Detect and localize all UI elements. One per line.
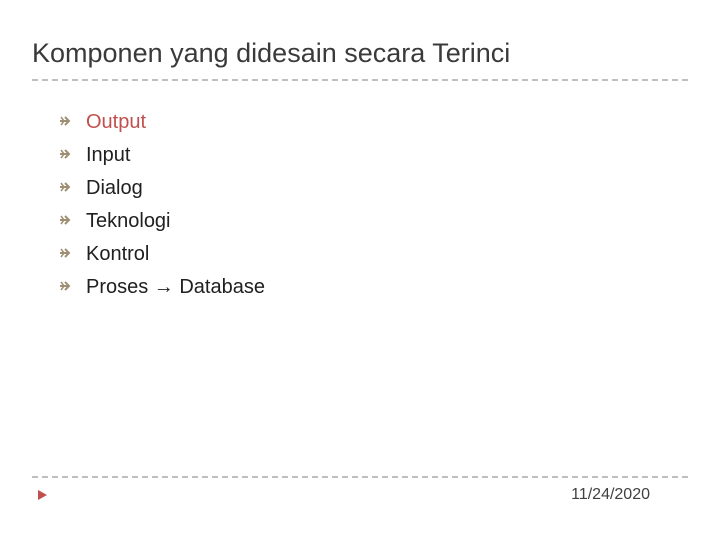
footer-divider	[32, 476, 688, 478]
list-item-text: Output	[86, 111, 146, 134]
content-list: Output Input Dialog Teknologi Kontrol Proses …	[32, 111, 688, 299]
arrow-bullet-icon	[56, 114, 74, 128]
list-item-text: Dialog	[86, 177, 143, 200]
list-item: Dialog	[56, 177, 688, 200]
arrow-bullet-icon	[56, 213, 74, 227]
footer-row: 11/24/2020	[32, 486, 688, 504]
list-item: Kontrol	[56, 243, 688, 266]
list-item-text: Teknologi	[86, 210, 171, 233]
slide-title: Komponen yang didesain secara Terinci	[32, 38, 688, 79]
slide: Komponen yang didesain secara Terinci Ou…	[0, 0, 720, 540]
slide-footer: 11/24/2020	[32, 476, 688, 504]
arrow-bullet-icon	[56, 180, 74, 194]
footer-marker-icon	[36, 488, 50, 502]
list-item-text: Proses → Database	[86, 276, 265, 299]
date-text: 11/24/2020	[571, 486, 688, 504]
list-item-text: Kontrol	[86, 243, 149, 266]
arrow-bullet-icon	[56, 246, 74, 260]
arrow-bullet-icon	[56, 279, 74, 293]
list-item: Teknologi	[56, 210, 688, 233]
list-item-text: Input	[86, 144, 130, 167]
list-item: Output	[56, 111, 688, 134]
list-item: Proses → Database	[56, 276, 688, 299]
title-divider	[32, 79, 688, 81]
list-item: Input	[56, 144, 688, 167]
arrow-bullet-icon	[56, 147, 74, 161]
